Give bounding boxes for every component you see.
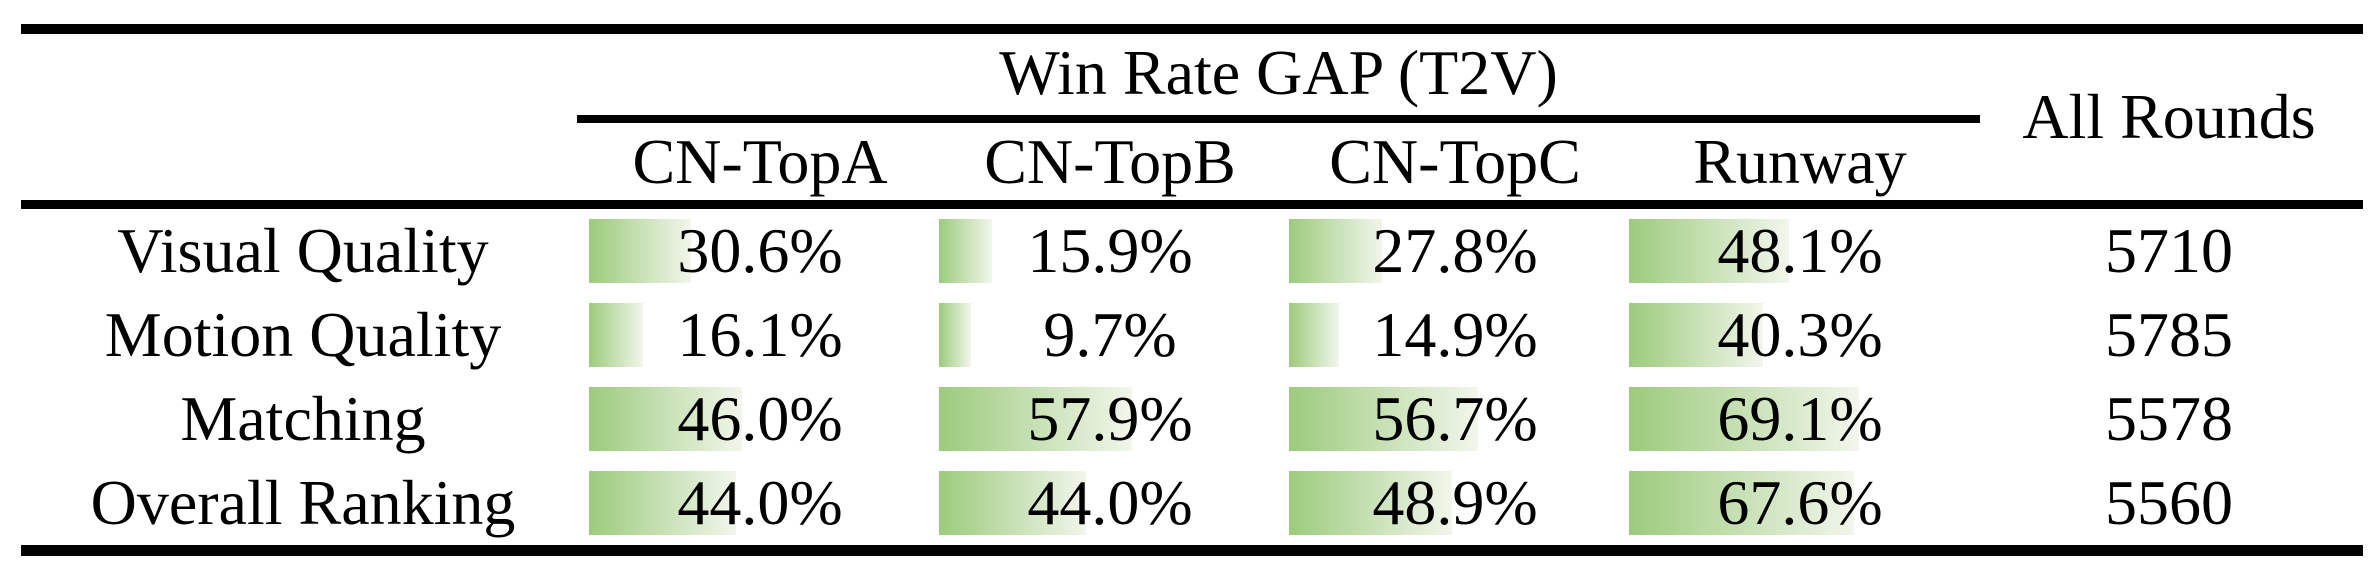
winrate-value: 30.6% [677,215,843,286]
winrate-bar [589,303,643,367]
table-group-header: Win Rate GAP (T2V) [999,37,1558,108]
column-header-runway: Runway [1693,125,1907,197]
column-header-cn-topa: CN-TopA [632,125,888,197]
row-label: Motion Quality [104,299,502,370]
winrate-value: 15.9% [1027,215,1193,286]
winrate-cell: 15.9% [935,209,1285,293]
table-top-rule [21,24,2363,34]
table-body: Visual Quality 30.6% 15.9% 27.8% 48.1% 5… [21,209,2363,545]
table-bottom-rule [21,545,2363,556]
winrate-value: 69.1% [1717,383,1883,454]
winrate-bar [589,219,691,283]
winrate-value: 57.9% [1027,383,1193,454]
winrate-cell: 16.1% [585,293,935,377]
winrate-bar [939,303,972,367]
winrate-bar [589,387,743,451]
winrate-bar [1289,471,1452,535]
winrate-bar [1629,387,1860,451]
winrate-cell: 40.3% [1625,293,1975,377]
winrate-bar [1629,303,1764,367]
table-row: Motion Quality 16.1% 9.7% 14.9% 40.3% 57… [21,293,2363,377]
winrate-cell: 27.8% [1285,209,1625,293]
column-header-cn-topc: CN-TopC [1329,125,1581,197]
winrate-cell: 44.0% [935,461,1285,545]
all-rounds-column-header: All Rounds [2022,81,2316,152]
winrate-value: 48.1% [1717,215,1883,286]
header-separator-rule [21,200,2363,209]
winrate-bar [939,219,992,283]
all-rounds-value: 5785 [2105,299,2233,370]
winrate-value: 14.9% [1372,299,1538,370]
winrate-cell: 67.6% [1625,461,1975,545]
row-label: Matching [180,383,426,454]
table-row: Overall Ranking 44.0% 44.0% 48.9% 67.6% … [21,461,2363,545]
winrate-bar [1289,303,1339,367]
winrate-cell: 14.9% [1285,293,1625,377]
winrate-cell: 46.0% [585,377,935,461]
winrate-cell: 57.9% [935,377,1285,461]
table-row: Matching 46.0% 57.9% 56.7% 69.1% 5578 [21,377,2363,461]
winrate-bar [1289,219,1382,283]
winrate-cell: 44.0% [585,461,935,545]
winrate-cell: 9.7% [935,293,1285,377]
winrate-bar [589,471,736,535]
column-header-cn-topb: CN-TopB [984,125,1236,197]
table-row: Visual Quality 30.6% 15.9% 27.8% 48.1% 5… [21,209,2363,293]
winrate-value: 44.0% [677,467,843,538]
winrate-bar [1629,471,1855,535]
winrate-value: 56.7% [1372,383,1538,454]
winrate-cell: 48.1% [1625,209,1975,293]
winrate-bar [1629,219,1790,283]
winrate-value: 16.1% [677,299,843,370]
winrate-value: 27.8% [1372,215,1538,286]
winrate-bar [939,471,1086,535]
winrate-cell: 30.6% [585,209,935,293]
winrate-cell: 48.9% [1285,461,1625,545]
winrate-cell: 56.7% [1285,377,1625,461]
winrate-value: 44.0% [1027,467,1193,538]
winrate-bar [939,387,1132,451]
row-label: Overall Ranking [90,467,516,538]
all-rounds-value: 5578 [2105,383,2233,454]
winrate-value: 46.0% [677,383,843,454]
winrate-value: 9.7% [1043,299,1177,370]
winrate-value: 67.6% [1717,467,1883,538]
winrate-bar [1289,387,1478,451]
winrate-value: 40.3% [1717,299,1883,370]
all-rounds-value: 5560 [2105,467,2233,538]
row-label: Visual Quality [117,215,489,286]
group-header-underline-rule [577,115,1980,123]
winrate-value: 48.9% [1372,467,1538,538]
all-rounds-value: 5710 [2105,215,2233,286]
column-headers-row: CN-TopA CN-TopB CN-TopC Runway [585,123,1975,200]
winrate-cell: 69.1% [1625,377,1975,461]
